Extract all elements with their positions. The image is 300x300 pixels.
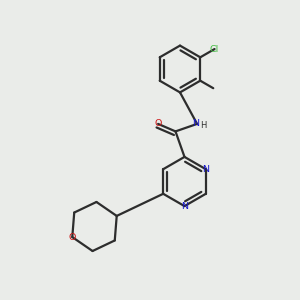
Text: O: O bbox=[69, 232, 76, 242]
Text: O: O bbox=[154, 119, 162, 128]
Text: H: H bbox=[200, 121, 207, 130]
Text: N: N bbox=[202, 165, 209, 174]
Text: Cl: Cl bbox=[210, 44, 219, 53]
Text: N: N bbox=[192, 119, 199, 128]
Text: N: N bbox=[181, 202, 188, 211]
